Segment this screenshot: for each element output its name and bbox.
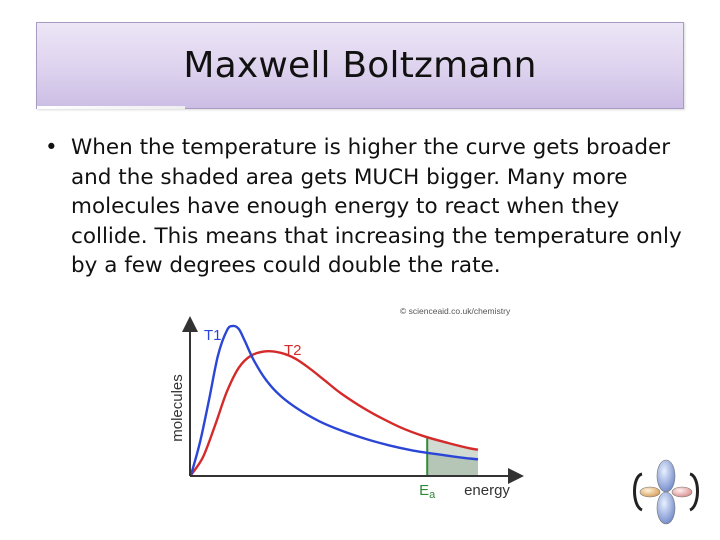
- x-axis-label: energy: [464, 482, 510, 499]
- bullet-text: When the temperature is higher the curve…: [71, 135, 682, 278]
- series-label-t2: T2: [284, 342, 302, 359]
- maxwell-boltzmann-chart: molecules energy Ea © scienceaid.co.uk/c…: [169, 306, 524, 501]
- series-line-t1: [189, 324, 479, 476]
- chart-copyright: © scienceaid.co.uk/chemistry: [400, 306, 511, 316]
- slide-title: Maxwell Boltzmann: [183, 45, 537, 86]
- orbital-logo-icon: [633, 459, 699, 525]
- title-box: Maxwell Boltzmann: [36, 22, 684, 109]
- bullet-icon: •: [45, 135, 58, 160]
- series-line-t2: [190, 349, 479, 476]
- bullet-item: • When the temperature is higher the cur…: [45, 133, 685, 281]
- activation-energy-label: Ea: [419, 482, 436, 501]
- series-label-t1: T1: [204, 327, 222, 344]
- title-underline: [37, 106, 185, 109]
- y-axis-label: molecules: [169, 374, 186, 442]
